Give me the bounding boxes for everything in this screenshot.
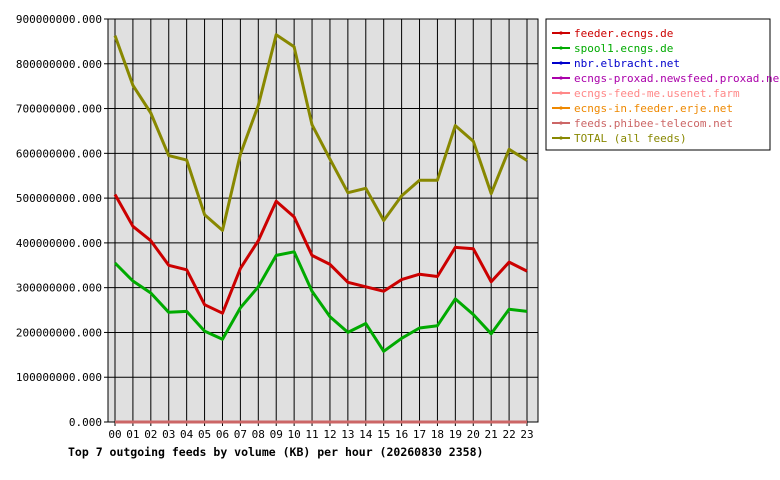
x-tick-label: 06 (216, 428, 229, 441)
x-tick-label: 07 (234, 428, 247, 441)
plot-area (107, 18, 539, 423)
series-line-feeder-ecngs-de (113, 193, 528, 315)
legend-marker (559, 46, 563, 50)
x-tick-label: 23 (520, 428, 533, 441)
series-line-total-all-feeds (113, 33, 528, 232)
x-tick-label: 19 (449, 428, 462, 441)
x-tick-label: 15 (377, 428, 390, 441)
x-tick-label: 22 (502, 428, 515, 441)
legend-item: spool1.ecngs.de (552, 42, 673, 55)
legend-item: feeder.ecngs.de (552, 27, 673, 40)
x-tick-label: 03 (162, 428, 175, 441)
x-tick-label: 08 (252, 428, 265, 441)
x-tick-label: 18 (431, 428, 444, 441)
x-tick-label: 04 (180, 428, 194, 441)
legend-label: feeds.phibee-telecom.net (574, 117, 733, 130)
legend-item: ecngs-proxad.newsfeed.proxad.net (552, 72, 780, 85)
legend-marker (559, 91, 563, 95)
y-tick-label: 600000000.000 (16, 147, 102, 160)
legend-item: nbr.elbracht.net (552, 57, 680, 70)
y-tick-label: 700000000.000 (16, 103, 102, 116)
x-tick-label: 01 (126, 428, 139, 441)
legend-label: ecngs-feed-me.usenet.farm (574, 87, 740, 100)
legend-marker (559, 106, 563, 110)
x-tick-label: 13 (341, 428, 354, 441)
x-tick-label: 11 (305, 428, 318, 441)
x-tick-label: 20 (467, 428, 480, 441)
legend-label: ecngs-proxad.newsfeed.proxad.net (574, 72, 780, 85)
y-tick-label: 200000000.000 (16, 326, 102, 339)
y-tick-label: 400000000.000 (16, 237, 102, 250)
legend-item: ecngs-in.feeder.erje.net (552, 102, 733, 115)
legend: feeder.ecngs.de spool1.ecngs.de nbr.elbrac… (545, 18, 780, 151)
chart-title: Top 7 outgoing feeds by volume (KB) per … (68, 445, 483, 459)
series-lines (113, 33, 528, 424)
legend-label: feeder.ecngs.de (574, 27, 673, 40)
legend-box (545, 18, 771, 151)
x-tick-label: 21 (485, 428, 498, 441)
x-tick-label: 14 (359, 428, 373, 441)
legend-label: TOTAL (all feeds) (574, 132, 687, 145)
x-axis-tick-labels: 00 01 02 03 04 05 06 07 08 09 10 11 12 13 14 15 16 17 18 19… (108, 428, 533, 441)
x-tick-label: 02 (144, 428, 157, 441)
x-tick-label: 16 (395, 428, 408, 441)
legend-label: spool1.ecngs.de (574, 42, 673, 55)
series-line-spool1-ecngs-de (113, 250, 528, 353)
legend-marker (559, 61, 563, 65)
legend-marker (559, 136, 563, 140)
legend-label: nbr.elbracht.net (574, 57, 680, 70)
x-tick-label: 12 (323, 428, 336, 441)
x-tick-label: 05 (198, 428, 211, 441)
y-axis-tick-labels: 0.000 100000000.000 200000000.000 300000000… (16, 13, 102, 429)
legend-item: feeds.phibee-telecom.net (552, 117, 733, 130)
y-tick-label: 500000000.000 (16, 192, 102, 205)
legend-item: ecngs-feed-me.usenet.farm (552, 87, 740, 100)
y-tick-label: 300000000.000 (16, 282, 102, 295)
x-tick-label: 10 (288, 428, 301, 441)
legend-marker (559, 31, 563, 35)
x-tick-label: 00 (108, 428, 121, 441)
legend-marker (559, 76, 563, 80)
y-tick-label: 0.000 (69, 416, 102, 429)
y-tick-label: 900000000.000 (16, 13, 102, 26)
x-tick-label: 09 (270, 428, 283, 441)
legend-item: TOTAL (all feeds) (552, 132, 687, 145)
x-tick-label: 17 (413, 428, 426, 441)
y-tick-label: 800000000.000 (16, 58, 102, 71)
legend-label: ecngs-in.feeder.erje.net (574, 102, 733, 115)
y-tick-label: 100000000.000 (16, 371, 102, 384)
legend-marker (559, 121, 563, 125)
